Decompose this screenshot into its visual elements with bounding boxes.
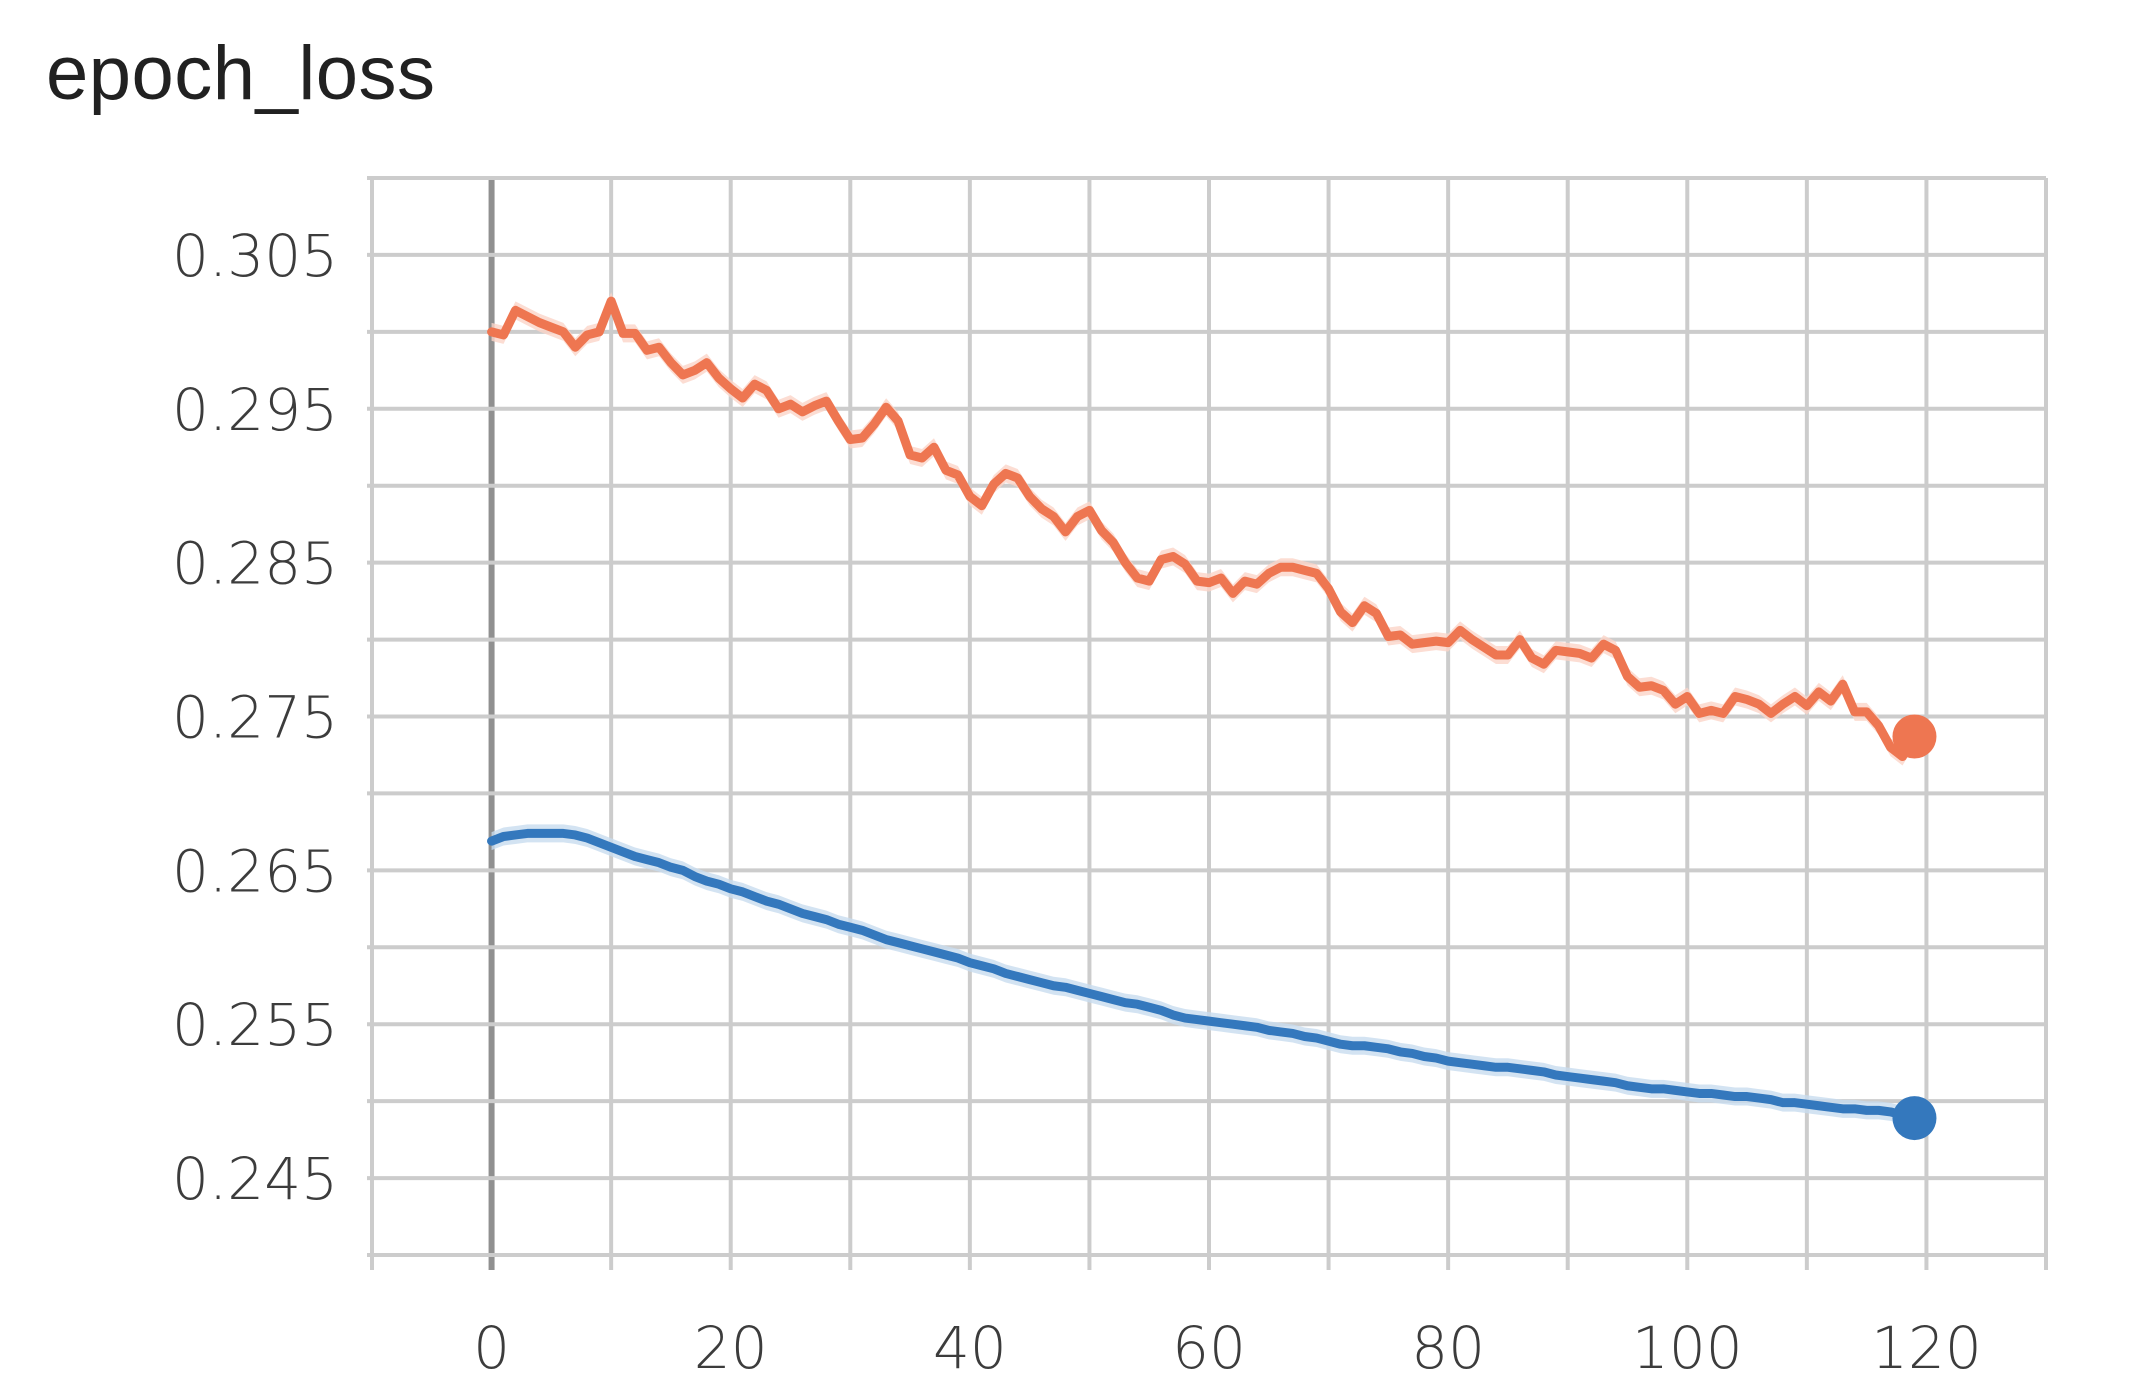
y-tick-label: 0.265 bbox=[172, 837, 338, 905]
y-tick-label: 0.255 bbox=[172, 991, 338, 1059]
y-tick-label: 0.285 bbox=[172, 530, 338, 598]
series-end-markers bbox=[1892, 714, 1937, 1141]
series-line-1 bbox=[487, 828, 1919, 1123]
series-end-marker-1 bbox=[1892, 1096, 1937, 1141]
grid bbox=[367, 176, 2048, 1270]
chart-title: epoch_loss bbox=[46, 31, 436, 116]
x-tick-label: 60 bbox=[1172, 1314, 1246, 1382]
x-axis-ticks: 0 20 40 60 80 100 120 bbox=[473, 1314, 1982, 1382]
y-tick-label: 0.245 bbox=[172, 1145, 338, 1213]
y-axis-ticks: 0.245 0.255 0.265 0.275 0.285 0.295 0.305 bbox=[172, 222, 338, 1213]
y-tick-label: 0.275 bbox=[172, 684, 338, 752]
x-tick-label: 20 bbox=[694, 1314, 768, 1382]
series-end-marker-0 bbox=[1892, 714, 1937, 759]
y-tick-label: 0.305 bbox=[172, 222, 338, 290]
x-tick-label: 80 bbox=[1411, 1314, 1485, 1382]
x-tick-label: 40 bbox=[933, 1314, 1007, 1382]
x-tick-label: 120 bbox=[1871, 1314, 1982, 1382]
x-tick-label: 100 bbox=[1632, 1314, 1743, 1382]
series-line-0 bbox=[487, 296, 1919, 762]
x-tick-label: 0 bbox=[473, 1314, 510, 1382]
series-lines bbox=[487, 296, 1919, 1123]
y-tick-label: 0.295 bbox=[172, 376, 338, 444]
